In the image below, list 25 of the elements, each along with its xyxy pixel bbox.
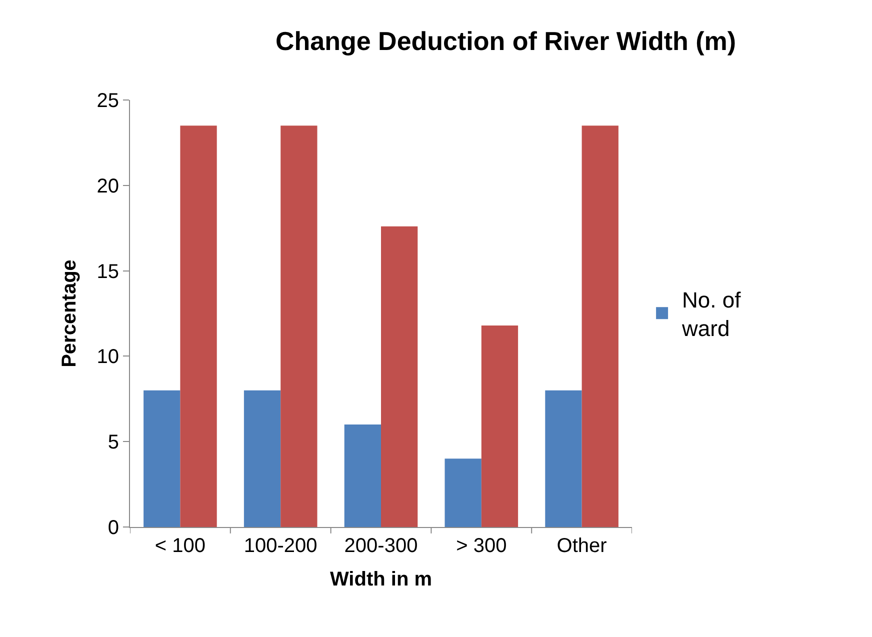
y-tick-label: 0 bbox=[108, 517, 119, 539]
bar bbox=[244, 390, 281, 527]
y-tick-label: 15 bbox=[96, 260, 119, 283]
y-tick-label: 20 bbox=[96, 175, 119, 198]
bar bbox=[481, 325, 518, 527]
x-axis-title: Width in m bbox=[330, 568, 432, 590]
y-axis-title: Percentage bbox=[58, 260, 80, 368]
y-tick-label: 10 bbox=[96, 346, 119, 368]
x-tick-label: 200-300 bbox=[344, 535, 418, 557]
x-tick-label: < 100 bbox=[154, 535, 206, 557]
x-tick-label: 100-200 bbox=[244, 535, 318, 557]
bar bbox=[180, 126, 217, 527]
y-tick-label: 5 bbox=[108, 432, 119, 454]
bar bbox=[344, 424, 381, 527]
chart-title: Change Deduction of River Width (m) bbox=[275, 26, 736, 56]
bar bbox=[144, 390, 180, 527]
bar bbox=[381, 226, 418, 527]
bar bbox=[280, 126, 318, 527]
bar bbox=[545, 390, 582, 527]
bar bbox=[582, 126, 618, 527]
legend-label: No. of ward bbox=[681, 287, 742, 341]
x-tick-label: > 300 bbox=[456, 535, 507, 557]
x-tick-label: Other bbox=[556, 535, 608, 557]
bar bbox=[444, 458, 482, 527]
y-tick-label: 25 bbox=[96, 90, 119, 112]
